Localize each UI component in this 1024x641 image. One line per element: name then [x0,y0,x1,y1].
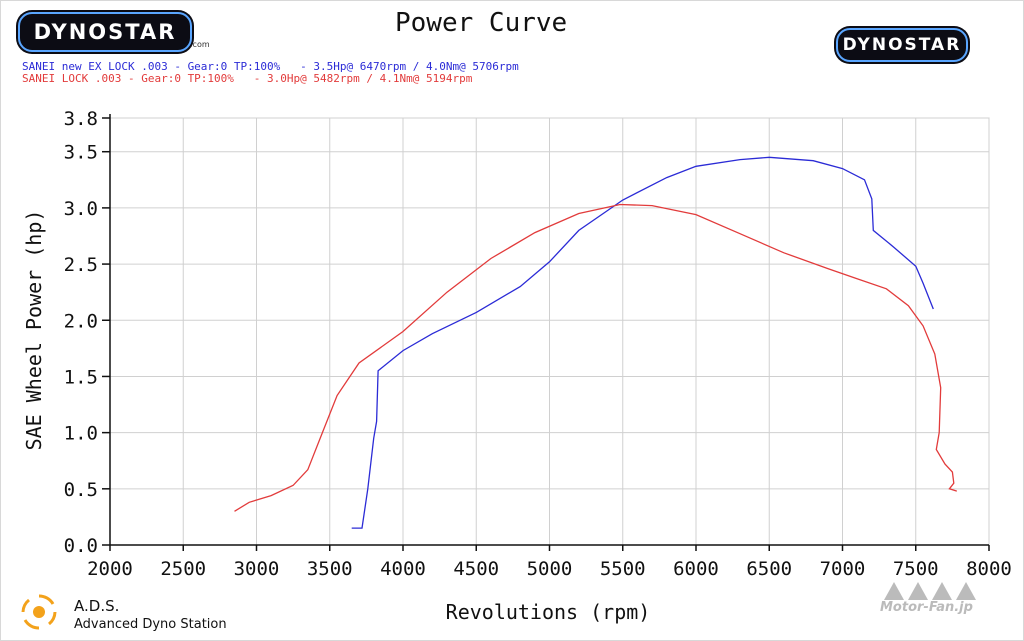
x-tick-label: 5500 [600,558,646,580]
watermark-logo-icon [884,582,976,600]
watermark-text: Motor-Fan.jp [880,600,973,615]
ads-subtitle: Advanced Dyno Station [74,617,227,632]
x-axis-label: Revolutions (rpm) [445,600,651,624]
y-tick-label: 3.5 [64,142,98,164]
y-tick-label: 0.5 [64,479,98,501]
x-tick-label: 7000 [820,558,866,580]
x-tick-label: 3500 [307,558,353,580]
x-tick-label: 5000 [527,558,573,580]
legend-run-2: SANEI LOCK .003 - Gear:0 TP:100% - 3.0Hp… [22,72,473,85]
x-tick-label: 8000 [966,558,1012,580]
chart-title: Power Curve [395,8,568,38]
y-tick-label: 2.5 [64,254,98,276]
x-tick-label: 6000 [673,558,719,580]
x-tick-label: 7500 [893,558,939,580]
y-tick-label: 2.0 [64,310,98,332]
x-tick-label: 4500 [453,558,499,580]
y-tick-label: 0.0 [64,535,98,557]
legend-run-1: SANEI new EX LOCK .003 - Gear:0 TP:100% … [22,60,519,73]
x-tick-label: 6500 [746,558,792,580]
x-tick-label: 2000 [87,558,133,580]
x-tick-label: 4000 [380,558,426,580]
x-tick-label: 3000 [234,558,280,580]
y-tick-label: 3.0 [64,198,98,220]
y-tick-label: 1.0 [64,423,98,445]
x-tick-label: 2500 [160,558,206,580]
series-line-2 [234,203,957,512]
y-tick-label: 3.8 [64,108,98,130]
logo-sub-text: .com [190,40,210,49]
ads-name: A.D.S. [74,597,120,615]
dynostar-logo-right: DYNOSTAR [836,28,968,62]
dynostar-logo-left: DYNOSTAR [18,12,192,52]
ads-logo-icon [21,594,57,630]
series-line-1 [351,156,934,529]
y-tick-label: 1.5 [64,366,98,388]
y-axis-label: SAE Wheel Power (hp) [22,209,46,451]
